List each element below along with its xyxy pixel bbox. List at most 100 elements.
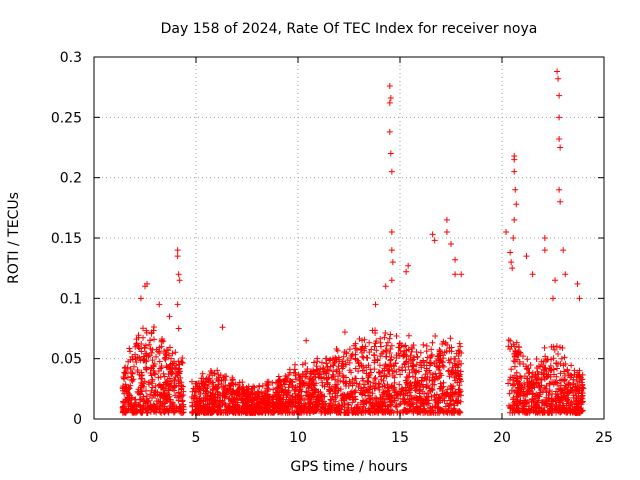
- data-point: [389, 259, 396, 266]
- band-point: [429, 387, 436, 394]
- band-point: [316, 371, 323, 378]
- band-point: [339, 365, 346, 372]
- band-point: [157, 398, 164, 405]
- band-point: [565, 381, 572, 388]
- band-point: [374, 406, 381, 413]
- band-point: [531, 384, 538, 391]
- band-point: [523, 391, 530, 398]
- x-tick-label: 25: [595, 430, 613, 446]
- band-point: [158, 383, 165, 390]
- band-point: [458, 360, 465, 367]
- band-point: [451, 407, 458, 414]
- band-point: [209, 385, 216, 392]
- band-point: [393, 355, 400, 362]
- band-point: [340, 353, 347, 360]
- band-point: [452, 370, 459, 377]
- band-point: [211, 401, 218, 408]
- band-point: [377, 394, 384, 401]
- band-point: [436, 346, 443, 353]
- band-point: [148, 349, 155, 356]
- band-point: [452, 377, 459, 384]
- band-point: [560, 407, 567, 414]
- band-point: [455, 386, 462, 393]
- band-point: [507, 346, 514, 353]
- band-point: [341, 392, 348, 399]
- band-point: [213, 385, 220, 392]
- band-point: [376, 362, 383, 369]
- band-point: [542, 357, 549, 364]
- data-point: [303, 337, 310, 344]
- band-point: [143, 329, 150, 336]
- band-point: [314, 358, 321, 365]
- band-point: [550, 355, 557, 362]
- data-point: [562, 271, 569, 278]
- band-point: [163, 407, 170, 414]
- band-point: [169, 370, 176, 377]
- band-point: [309, 394, 316, 401]
- band-point: [312, 374, 319, 381]
- band-point: [148, 387, 155, 394]
- band-point: [513, 402, 520, 409]
- band-point: [405, 363, 412, 370]
- band-point: [520, 406, 527, 413]
- band-point: [541, 344, 548, 351]
- band-point: [532, 380, 539, 387]
- band-point: [272, 406, 279, 413]
- band-point: [142, 406, 149, 413]
- band-point: [437, 352, 444, 359]
- band-point: [275, 379, 282, 386]
- band-point: [534, 399, 541, 406]
- data-point: [550, 295, 556, 302]
- band-point: [541, 370, 548, 377]
- band-point: [251, 401, 258, 408]
- band-point: [315, 388, 322, 395]
- band-point: [314, 366, 321, 373]
- band-point: [356, 381, 363, 388]
- band-point: [362, 343, 369, 350]
- band-point: [451, 374, 458, 381]
- data-points: [119, 68, 587, 416]
- band-point: [298, 393, 305, 400]
- band-point: [516, 408, 523, 415]
- band-point: [393, 392, 400, 399]
- band-point: [122, 370, 129, 377]
- band-point: [150, 403, 157, 410]
- band-point: [372, 327, 379, 334]
- band-point: [429, 351, 436, 358]
- band-point: [329, 371, 336, 378]
- band-point: [353, 375, 360, 382]
- band-point: [148, 380, 155, 387]
- band-point: [360, 403, 367, 410]
- band-point: [246, 409, 253, 416]
- data-point: [511, 216, 518, 223]
- band-point: [204, 395, 211, 402]
- band-point: [154, 389, 161, 396]
- band-point: [384, 384, 391, 391]
- band-point: [450, 383, 457, 390]
- band-point: [352, 345, 359, 352]
- band-point: [278, 399, 285, 406]
- band-point: [299, 361, 306, 368]
- band-point: [312, 386, 319, 393]
- band-point: [456, 408, 463, 415]
- band-point: [439, 387, 446, 394]
- band-point: [524, 409, 531, 416]
- band-point: [320, 365, 327, 372]
- band-point: [318, 359, 325, 366]
- band-point: [393, 402, 400, 409]
- data-point: [452, 256, 459, 263]
- band-point: [241, 407, 248, 414]
- band-point: [210, 379, 217, 386]
- band-point: [410, 356, 417, 363]
- band-point: [266, 407, 273, 414]
- band-point: [441, 397, 448, 404]
- band-point: [421, 362, 428, 369]
- band-point: [343, 350, 350, 357]
- band-point: [555, 385, 562, 392]
- band-point: [269, 399, 276, 406]
- band-point: [557, 370, 564, 377]
- band-point: [150, 327, 157, 334]
- band-point: [336, 370, 343, 377]
- band-point: [414, 379, 421, 386]
- band-point: [241, 403, 248, 410]
